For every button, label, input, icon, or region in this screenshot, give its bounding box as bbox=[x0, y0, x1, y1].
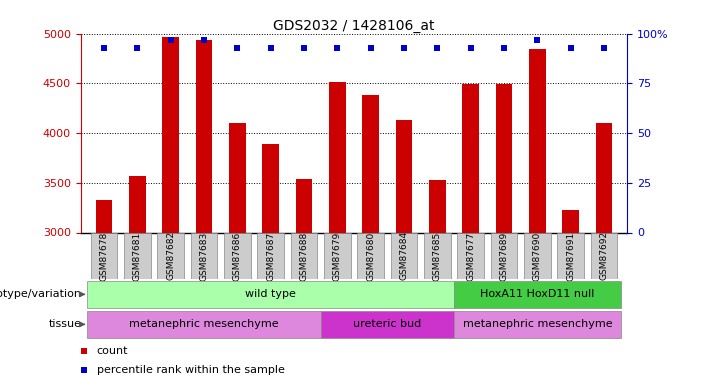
Text: GSM87683: GSM87683 bbox=[200, 231, 208, 280]
Bar bbox=[257, 232, 284, 279]
Text: GSM87681: GSM87681 bbox=[132, 231, 142, 280]
Title: GDS2032 / 1428106_at: GDS2032 / 1428106_at bbox=[273, 19, 435, 33]
Bar bbox=[191, 232, 217, 279]
Text: GSM87680: GSM87680 bbox=[366, 231, 375, 280]
Bar bbox=[557, 232, 584, 279]
Bar bbox=[454, 311, 620, 338]
Bar bbox=[157, 232, 184, 279]
Text: GSM87686: GSM87686 bbox=[233, 231, 242, 280]
Bar bbox=[196, 40, 212, 232]
Bar bbox=[88, 281, 454, 308]
Bar bbox=[454, 281, 620, 308]
Bar bbox=[320, 311, 454, 338]
Bar bbox=[463, 84, 479, 232]
Bar bbox=[424, 232, 451, 279]
Text: GSM87678: GSM87678 bbox=[100, 231, 109, 280]
Text: GSM87679: GSM87679 bbox=[333, 231, 342, 280]
Bar bbox=[163, 37, 179, 232]
Bar bbox=[262, 144, 279, 232]
Text: GSM87682: GSM87682 bbox=[166, 231, 175, 280]
Bar bbox=[95, 200, 112, 232]
Bar bbox=[124, 232, 151, 279]
Bar bbox=[390, 232, 417, 279]
Text: GSM87689: GSM87689 bbox=[500, 231, 508, 280]
Text: percentile rank within the sample: percentile rank within the sample bbox=[97, 365, 285, 375]
Bar bbox=[562, 210, 579, 232]
Bar bbox=[358, 232, 384, 279]
Text: metanephric mesenchyme: metanephric mesenchyme bbox=[129, 320, 279, 329]
Text: GSM87692: GSM87692 bbox=[599, 231, 608, 280]
Text: GSM87691: GSM87691 bbox=[566, 231, 576, 280]
Text: genotype/variation: genotype/variation bbox=[0, 290, 81, 299]
Text: GSM87690: GSM87690 bbox=[533, 231, 542, 280]
Text: count: count bbox=[97, 346, 128, 356]
Bar bbox=[524, 232, 551, 279]
Bar bbox=[129, 176, 146, 232]
Bar bbox=[529, 49, 545, 232]
Text: HoxA11 HoxD11 null: HoxA11 HoxD11 null bbox=[480, 290, 594, 299]
Bar bbox=[329, 82, 346, 232]
Bar bbox=[224, 232, 251, 279]
Text: wild type: wild type bbox=[245, 290, 296, 299]
Bar bbox=[491, 232, 517, 279]
Bar bbox=[362, 95, 379, 232]
Text: ureteric bud: ureteric bud bbox=[353, 320, 421, 329]
Bar bbox=[457, 232, 484, 279]
Text: GSM87677: GSM87677 bbox=[466, 231, 475, 280]
Bar bbox=[229, 123, 245, 232]
Bar bbox=[596, 123, 613, 232]
Bar bbox=[591, 232, 618, 279]
Text: GSM87685: GSM87685 bbox=[433, 231, 442, 280]
Text: GSM87687: GSM87687 bbox=[266, 231, 275, 280]
Text: tissue: tissue bbox=[48, 320, 81, 329]
Bar bbox=[296, 179, 313, 232]
Bar bbox=[88, 311, 320, 338]
Text: GSM87684: GSM87684 bbox=[400, 231, 409, 280]
Text: GSM87688: GSM87688 bbox=[299, 231, 308, 280]
Bar bbox=[324, 232, 350, 279]
Bar bbox=[395, 120, 412, 232]
Bar bbox=[291, 232, 318, 279]
Text: metanephric mesenchyme: metanephric mesenchyme bbox=[463, 320, 612, 329]
Bar bbox=[90, 232, 117, 279]
Bar bbox=[429, 180, 446, 232]
Bar bbox=[496, 84, 512, 232]
